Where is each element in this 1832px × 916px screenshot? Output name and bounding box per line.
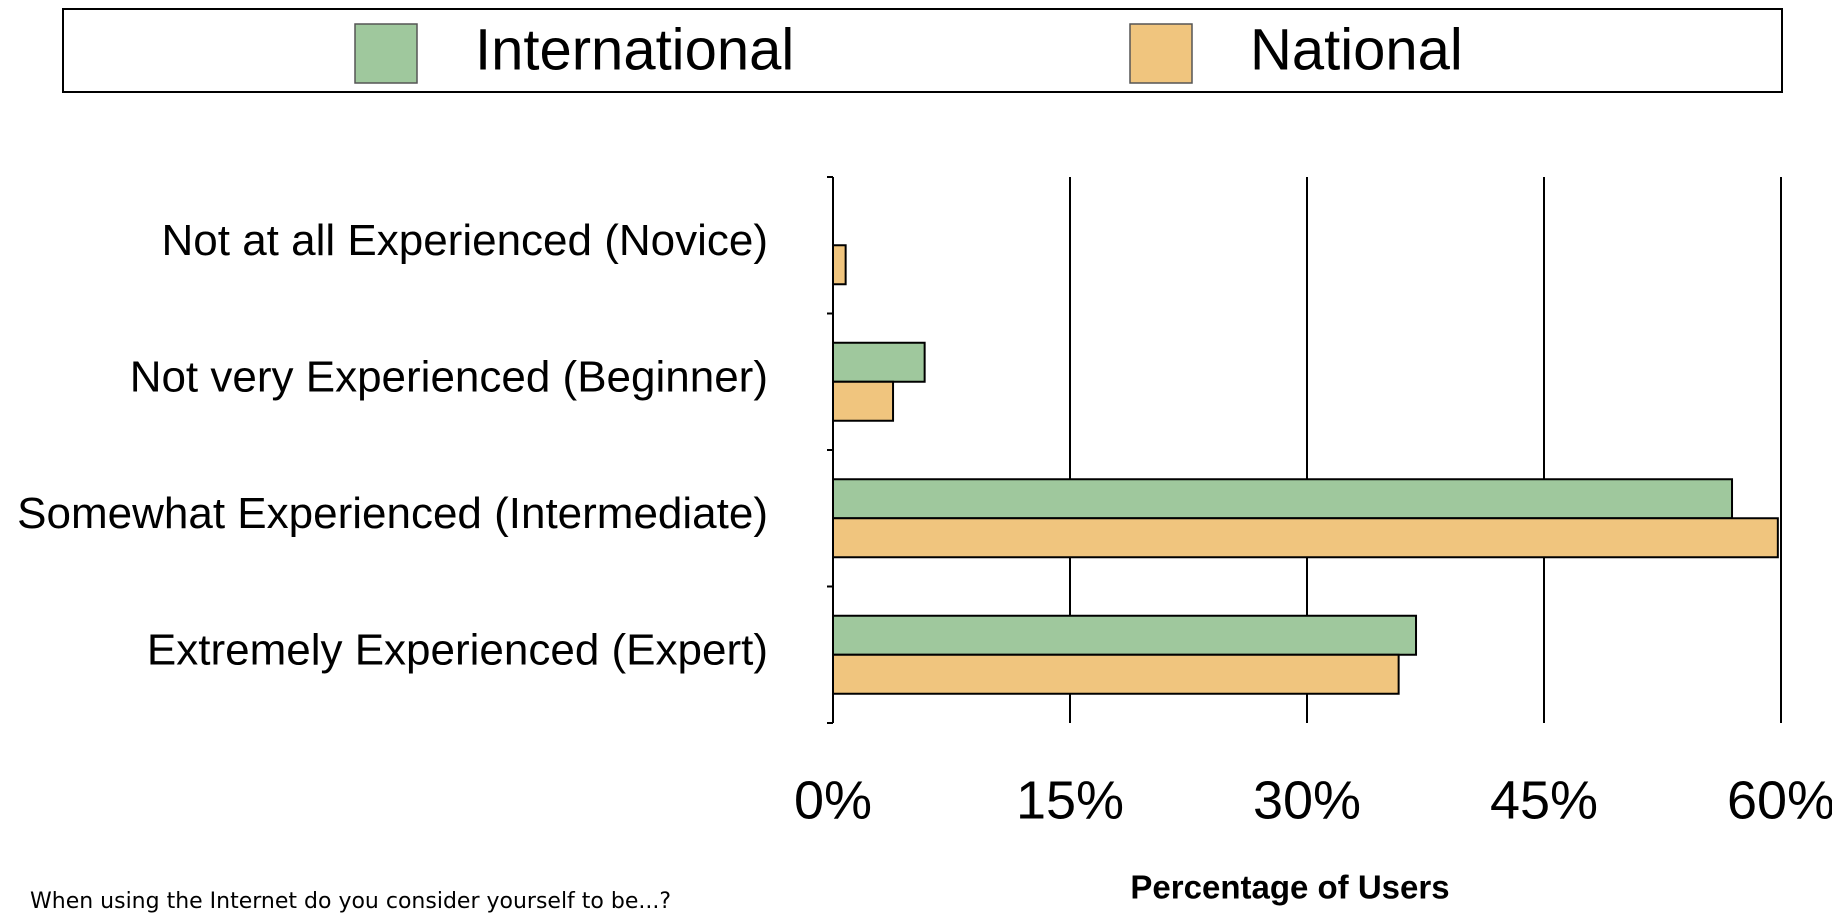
y-tick-label: Not very Experienced (Beginner): [130, 352, 768, 401]
legend-swatch: [354, 23, 418, 84]
bar: [832, 380, 895, 422]
y-tick-label: Somewhat Experienced (Intermediate): [17, 489, 768, 538]
bar: [832, 341, 926, 383]
bar: [832, 244, 847, 286]
bar: [832, 478, 1734, 520]
x-tick-label: 45%: [1490, 770, 1598, 830]
x-tick-label: 15%: [1016, 770, 1124, 830]
x-tick-label: 30%: [1253, 770, 1361, 830]
y-tick-label: Not at all Experienced (Novice): [162, 216, 768, 265]
question-note: When using the Internet do you consider …: [30, 889, 671, 914]
x-tick-label: 0%: [794, 770, 872, 830]
legend-box: [62, 8, 1783, 93]
x-tick-label: 60%: [1727, 770, 1832, 830]
bar: [832, 517, 1779, 559]
bar: [832, 614, 1418, 656]
y-tick-label: Extremely Experienced (Expert): [147, 625, 768, 674]
legend-label: International: [475, 17, 794, 82]
legend-label: National: [1250, 17, 1463, 82]
bar: [832, 653, 1400, 695]
x-axis-title: Percentage of Users: [1130, 869, 1449, 906]
legend-swatch: [1129, 23, 1193, 84]
